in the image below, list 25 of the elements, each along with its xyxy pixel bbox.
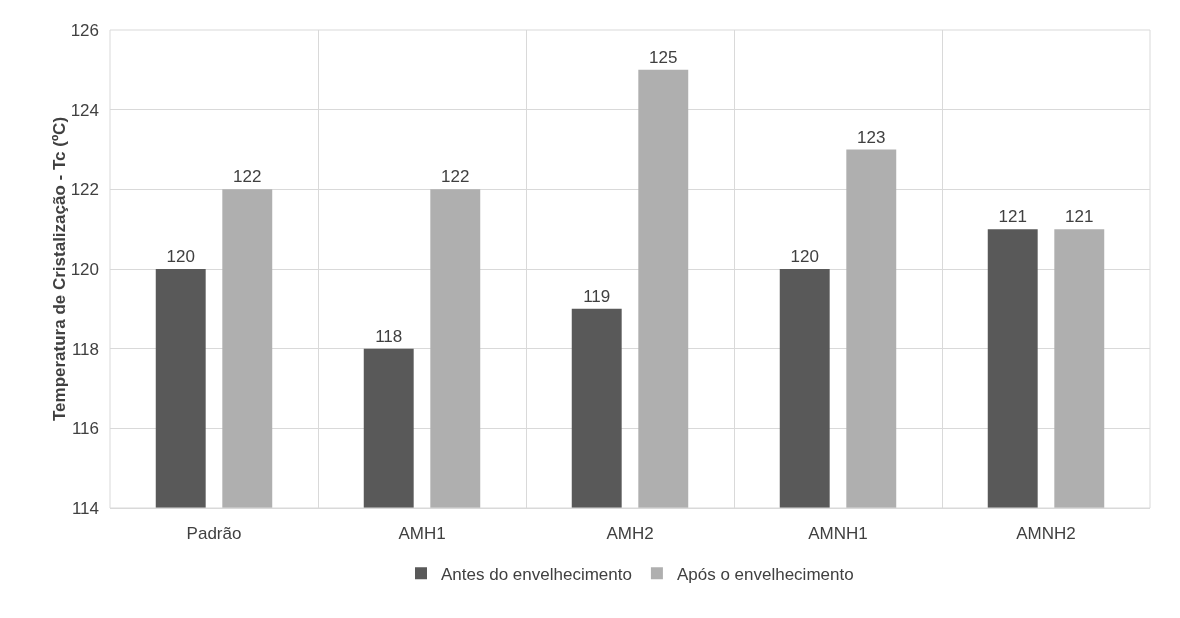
data-label: 121 [1065,207,1094,227]
data-label: 121 [998,207,1027,227]
data-label: 122 [233,167,262,187]
x-tick-label: AMNH1 [808,524,868,544]
x-tick-label: AMH2 [606,524,654,544]
legend-label: Antes do envelhecimento [441,564,632,584]
x-tick-label: AMNH2 [1016,524,1076,544]
data-label: 120 [166,247,195,266]
data-label: 119 [583,286,611,306]
x-tick-label: Padrão [186,524,242,544]
y-axis-title: Temperatura de Cristalização - Tc (ºC) [49,116,69,422]
x-tick-label: AMH1 [398,524,446,544]
data-label: 122 [441,167,470,187]
y-tick-label: 120 [70,259,99,279]
data-label: 118 [375,326,403,346]
legend-label: Após o envelhecimento [676,564,854,584]
y-tick-label: 116 [71,419,99,439]
data-label: 123 [857,127,886,147]
y-tick-label: 124 [70,100,99,120]
y-tick-label: 122 [70,180,99,200]
y-tick-label: 118 [71,339,99,359]
data-label: 125 [649,47,678,67]
y-tick-label: 114 [71,498,99,518]
data-label: 120 [790,247,819,266]
y-tick-label: 126 [70,20,99,40]
